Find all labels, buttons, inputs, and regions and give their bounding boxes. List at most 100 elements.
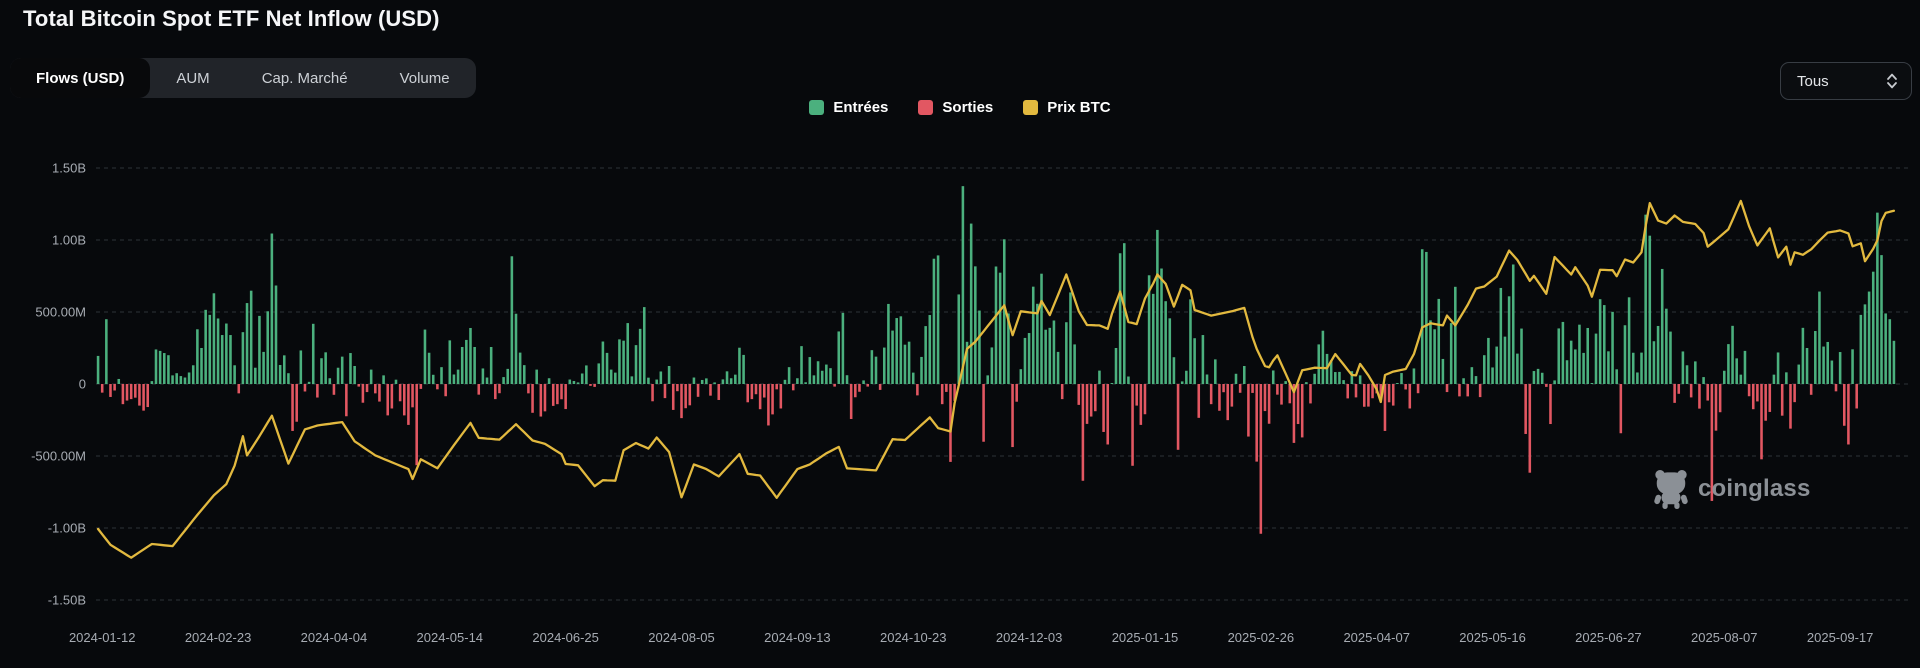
inflow-bar[interactable]: [837, 331, 841, 384]
inflow-bar[interactable]: [1098, 370, 1101, 384]
inflow-bar[interactable]: [1656, 325, 1660, 384]
outflow-bar[interactable]: [1135, 384, 1138, 406]
inflow-bar[interactable]: [1561, 321, 1565, 384]
inflow-bar[interactable]: [299, 350, 303, 384]
outflow-bar[interactable]: [589, 384, 592, 386]
outflow-bar[interactable]: [1346, 384, 1350, 399]
outflow-bar[interactable]: [676, 384, 679, 392]
inflow-bar[interactable]: [324, 352, 327, 384]
inflow-bar[interactable]: [320, 358, 323, 384]
outflow-bar[interactable]: [332, 384, 336, 395]
inflow-bar[interactable]: [225, 323, 228, 384]
inflow-bar[interactable]: [1449, 323, 1453, 384]
inflow-bar[interactable]: [1814, 331, 1817, 384]
outflow-bar[interactable]: [717, 384, 721, 400]
outflow-bar[interactable]: [854, 384, 857, 398]
inflow-bar[interactable]: [1151, 293, 1155, 384]
outflow-bar[interactable]: [1230, 384, 1234, 407]
outflow-bar[interactable]: [746, 384, 750, 403]
inflow-bar[interactable]: [1437, 298, 1441, 384]
inflow-bar[interactable]: [1242, 366, 1246, 384]
inflow-bar[interactable]: [158, 350, 162, 384]
inflow-bar[interactable]: [597, 363, 601, 384]
inflow-bar[interactable]: [1168, 318, 1172, 384]
inflow-bar[interactable]: [473, 346, 476, 384]
outflow-bar[interactable]: [291, 384, 294, 431]
inflow-bar[interactable]: [382, 375, 385, 384]
inflow-bar[interactable]: [1180, 381, 1184, 384]
inflow-bar[interactable]: [1627, 297, 1631, 384]
inflow-bar[interactable]: [258, 315, 261, 384]
inflow-bar[interactable]: [282, 355, 286, 384]
inflow-bar[interactable]: [1743, 350, 1747, 384]
outflow-bar[interactable]: [684, 384, 687, 409]
inflow-bar[interactable]: [1830, 360, 1834, 384]
inflow-bar[interactable]: [655, 379, 658, 384]
inflow-bar[interactable]: [1052, 320, 1056, 384]
inflow-bar[interactable]: [1462, 378, 1465, 384]
inflow-bar[interactable]: [448, 340, 452, 384]
inflow-bar[interactable]: [1205, 374, 1209, 384]
inflow-bar[interactable]: [1487, 337, 1490, 384]
outflow-bar[interactable]: [767, 384, 770, 426]
outflow-bar[interactable]: [1710, 384, 1714, 501]
inflow-bar[interactable]: [1623, 325, 1627, 384]
inflow-bar[interactable]: [1892, 340, 1896, 384]
outflow-bar[interactable]: [1197, 384, 1201, 418]
inflow-bar[interactable]: [1147, 275, 1151, 384]
outflow-bar[interactable]: [949, 384, 952, 462]
inflow-bar[interactable]: [965, 341, 969, 384]
inflow-bar[interactable]: [154, 349, 158, 384]
inflow-bar[interactable]: [469, 327, 472, 384]
outflow-bar[interactable]: [1809, 384, 1813, 395]
inflow-bar[interactable]: [1114, 348, 1118, 384]
inflow-bar[interactable]: [1516, 353, 1519, 384]
inflow-bar[interactable]: [1470, 367, 1474, 384]
inflow-bar[interactable]: [638, 328, 642, 384]
outflow-bar[interactable]: [750, 384, 754, 400]
outflow-bar[interactable]: [1855, 384, 1858, 409]
inflow-bar[interactable]: [622, 340, 625, 384]
outflow-bar[interactable]: [415, 384, 418, 466]
outflow-bar[interactable]: [762, 384, 766, 398]
inflow-bar[interactable]: [721, 379, 725, 384]
inflow-bar[interactable]: [998, 272, 1002, 384]
outflow-bar[interactable]: [109, 384, 112, 397]
inflow-bar[interactable]: [208, 314, 212, 384]
inflow-bar[interactable]: [262, 351, 265, 384]
inflow-bar[interactable]: [705, 378, 708, 384]
inflow-bar[interactable]: [311, 323, 315, 384]
inflow-bar[interactable]: [1433, 329, 1436, 384]
outflow-bar[interactable]: [758, 384, 762, 410]
outflow-bar[interactable]: [593, 384, 596, 387]
inflow-bar[interactable]: [1694, 361, 1697, 384]
outflow-bar[interactable]: [402, 384, 406, 416]
inflow-bar[interactable]: [1631, 352, 1635, 384]
inflow-bar[interactable]: [994, 266, 998, 384]
inflow-bar[interactable]: [183, 377, 187, 384]
range-select[interactable]: Tous: [1780, 62, 1912, 100]
outflow-bar[interactable]: [1077, 384, 1081, 405]
inflow-bar[interactable]: [626, 323, 630, 384]
inflow-bar[interactable]: [1884, 313, 1887, 384]
inflow-bar[interactable]: [1234, 373, 1238, 384]
inflow-bar[interactable]: [887, 303, 890, 384]
inflow-bar[interactable]: [1031, 286, 1035, 384]
outflow-bar[interactable]: [688, 384, 692, 406]
inflow-bar[interactable]: [1002, 239, 1006, 384]
outflow-bar[interactable]: [1296, 384, 1300, 425]
outflow-bar[interactable]: [866, 384, 870, 387]
outflow-bar[interactable]: [1238, 384, 1242, 393]
outflow-bar[interactable]: [386, 384, 390, 416]
inflow-bar[interactable]: [1044, 329, 1047, 384]
inflow-bar[interactable]: [845, 375, 849, 384]
inflow-bar[interactable]: [870, 350, 874, 384]
inflow-bar[interactable]: [200, 348, 203, 384]
outflow-bar[interactable]: [1404, 384, 1407, 390]
inflow-bar[interactable]: [1358, 375, 1362, 384]
outflow-bar[interactable]: [1524, 384, 1527, 434]
inflow-bar[interactable]: [1648, 235, 1652, 384]
outflow-bar[interactable]: [436, 384, 439, 390]
inflow-bar[interactable]: [328, 378, 332, 384]
outflow-bar[interactable]: [316, 384, 319, 398]
